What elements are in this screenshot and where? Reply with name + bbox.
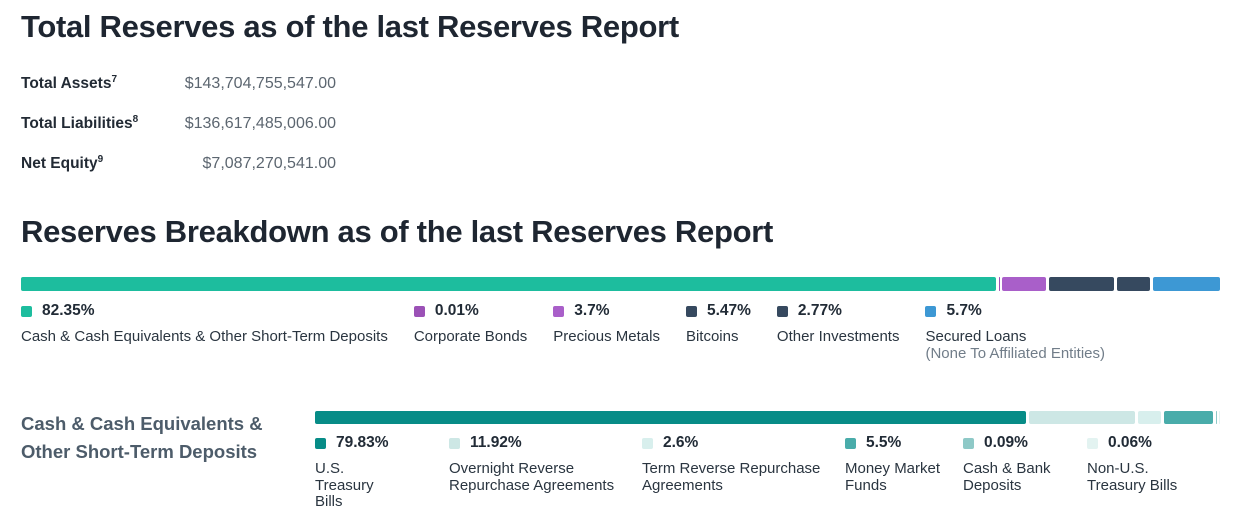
bar-segment: [1137, 411, 1161, 424]
legend-item-head: 11.92%: [449, 434, 642, 452]
legend-sublabel: (None To Affiliated Entities): [925, 344, 1106, 362]
legend-swatch: [21, 305, 32, 317]
stat-footnote-marker: 7: [111, 74, 118, 85]
legend-item: 5.7% Secured Loans (None To Affiliated Ent…: [925, 302, 1105, 362]
stat-footnote-marker: 9: [97, 154, 104, 165]
legend-item-head: 0.01%: [413, 302, 527, 320]
total-reserves-title: Total Reserves as of the last Reserves R…: [21, 9, 679, 44]
stat-row: Net Equity9 $7,087,270,541.00: [21, 154, 336, 173]
bar-segment: [1116, 277, 1150, 291]
stat-label: Net Equity9: [21, 154, 104, 173]
legend-label: Cash & Cash Equivalents & Other Short-Te…: [21, 328, 388, 345]
legend-swatch: [1087, 437, 1098, 449]
legend-label: Corporate Bonds: [413, 328, 528, 345]
legend-item: 79.83% U.S. Treasury Bills: [315, 434, 449, 511]
legend-label: Bitcoins: [685, 328, 739, 345]
legend-item-head: 82.35%: [21, 302, 388, 320]
bar-segment: [1152, 277, 1220, 291]
reserves-breakdown-bar: [21, 277, 1220, 291]
bar-segment: [1219, 411, 1220, 424]
legend-swatch: [845, 437, 856, 449]
legend-swatch: [553, 305, 565, 317]
bar-segment: [1002, 277, 1046, 291]
legend-item-head: 5.5%: [845, 434, 963, 452]
legend-pct: 11.92%: [470, 434, 522, 451]
stat-value: $7,087,270,541.00: [202, 155, 336, 173]
cash-equivalents-section-label: Cash & Cash Equivalents & Other Short-Te…: [21, 413, 263, 462]
legend-pct: 5.5%: [866, 434, 902, 451]
legend-pct: 2.6%: [663, 434, 699, 451]
stat-value: $136,617,485,006.00: [184, 115, 336, 133]
legend-item-head: 79.83%: [315, 434, 449, 452]
legend-pct: 5.7%: [946, 302, 982, 319]
legend-item: 82.35% Cash & Cash Equivalents & Other Sh…: [21, 302, 388, 346]
legend-item-head: 0.06%: [1087, 434, 1197, 452]
legend-item-head: 3.7%: [553, 302, 660, 320]
bar-segment: [21, 277, 997, 291]
stat-label: Total Assets7: [21, 74, 118, 93]
legend-pct: 0.06%: [1108, 434, 1152, 451]
legend-item-head: 0.09%: [963, 434, 1087, 452]
legend-swatch: [925, 305, 937, 317]
legend-item: 2.6% Term Reverse Repurchase Agreements: [642, 434, 845, 494]
bar-segment: [1048, 277, 1114, 291]
legend-item-head: 2.6%: [642, 434, 845, 452]
legend-item: 5.5% Money Market Funds: [845, 434, 963, 494]
legend-swatch: [963, 437, 974, 449]
legend-item: 0.09% Cash & Bank Deposits: [963, 434, 1087, 494]
bar-segment: [1215, 411, 1217, 424]
legend-item-head: 2.77%: [776, 302, 900, 320]
legend-swatch: [449, 437, 460, 449]
legend-label: Precious Metals: [553, 328, 660, 345]
bar-segment: [1163, 411, 1213, 424]
cash-equivalents-bar: [315, 411, 1220, 424]
legend-label: Term Reverse Repurchase Agreements: [642, 460, 821, 494]
legend-label: Overnight Reverse Repurchase Agreements: [449, 460, 615, 494]
legend-swatch: [642, 437, 653, 449]
stat-footnote-marker: 8: [132, 114, 139, 125]
legend-pct: 79.83%: [336, 434, 389, 451]
legend-item: 0.06% Non-U.S. Treasury Bills: [1087, 434, 1197, 494]
stat-row: Total Assets7 $143,704,755,547.00: [21, 74, 336, 93]
legend-label: Money Market Funds: [845, 460, 941, 494]
legend-label: Non-U.S. Treasury Bills: [1087, 460, 1178, 494]
legend-swatch: [776, 305, 788, 317]
legend-item: 5.47% Bitcoins: [685, 302, 751, 346]
legend-pct: 0.01%: [434, 302, 479, 319]
legend-item: 0.01% Corporate Bonds: [413, 302, 528, 346]
legend-item-head: 5.47%: [685, 302, 751, 320]
legend-item: 3.7% Precious Metals: [553, 302, 660, 346]
legend-pct: 2.77%: [797, 302, 842, 319]
legend-swatch: [685, 305, 697, 317]
legend-swatch: [413, 305, 425, 317]
stat-label: Total Liabilities8: [21, 114, 139, 133]
legend-label: Other Investments: [776, 328, 900, 345]
legend-label: Secured Loans: [925, 328, 1027, 345]
legend-pct: 0.09%: [984, 434, 1028, 451]
stat-value: $143,704,755,547.00: [184, 75, 336, 93]
legend-item: 11.92% Overnight Reverse Repurchase Agree…: [449, 434, 642, 494]
legend-item-head: 5.7%: [925, 302, 1105, 320]
legend-label: Cash & Bank Deposits: [963, 460, 1051, 494]
legend-swatch: [315, 437, 326, 449]
legend-item: 2.77% Other Investments: [776, 302, 900, 346]
totals-table: Total Assets7 $143,704,755,547.00 Total Li…: [21, 74, 336, 194]
legend-label: U.S. Treasury Bills: [315, 460, 374, 510]
legend-pct: 5.47%: [706, 302, 751, 319]
legend-pct: 82.35%: [42, 302, 95, 319]
cash-equivalents-legend: 79.83% U.S. Treasury Bills 11.92% Overnight…: [315, 434, 1197, 511]
bar-segment: [1028, 411, 1135, 424]
bar-segment: [315, 411, 1026, 424]
reserves-breakdown-title: Reserves Breakdown as of the last Reserv…: [21, 214, 774, 249]
legend-pct: 3.7%: [574, 302, 610, 319]
reserves-breakdown-legend: 82.35% Cash & Cash Equivalents & Other Sh…: [21, 302, 1105, 362]
stat-row: Total Liabilities8 $136,617,485,006.00: [21, 114, 336, 133]
